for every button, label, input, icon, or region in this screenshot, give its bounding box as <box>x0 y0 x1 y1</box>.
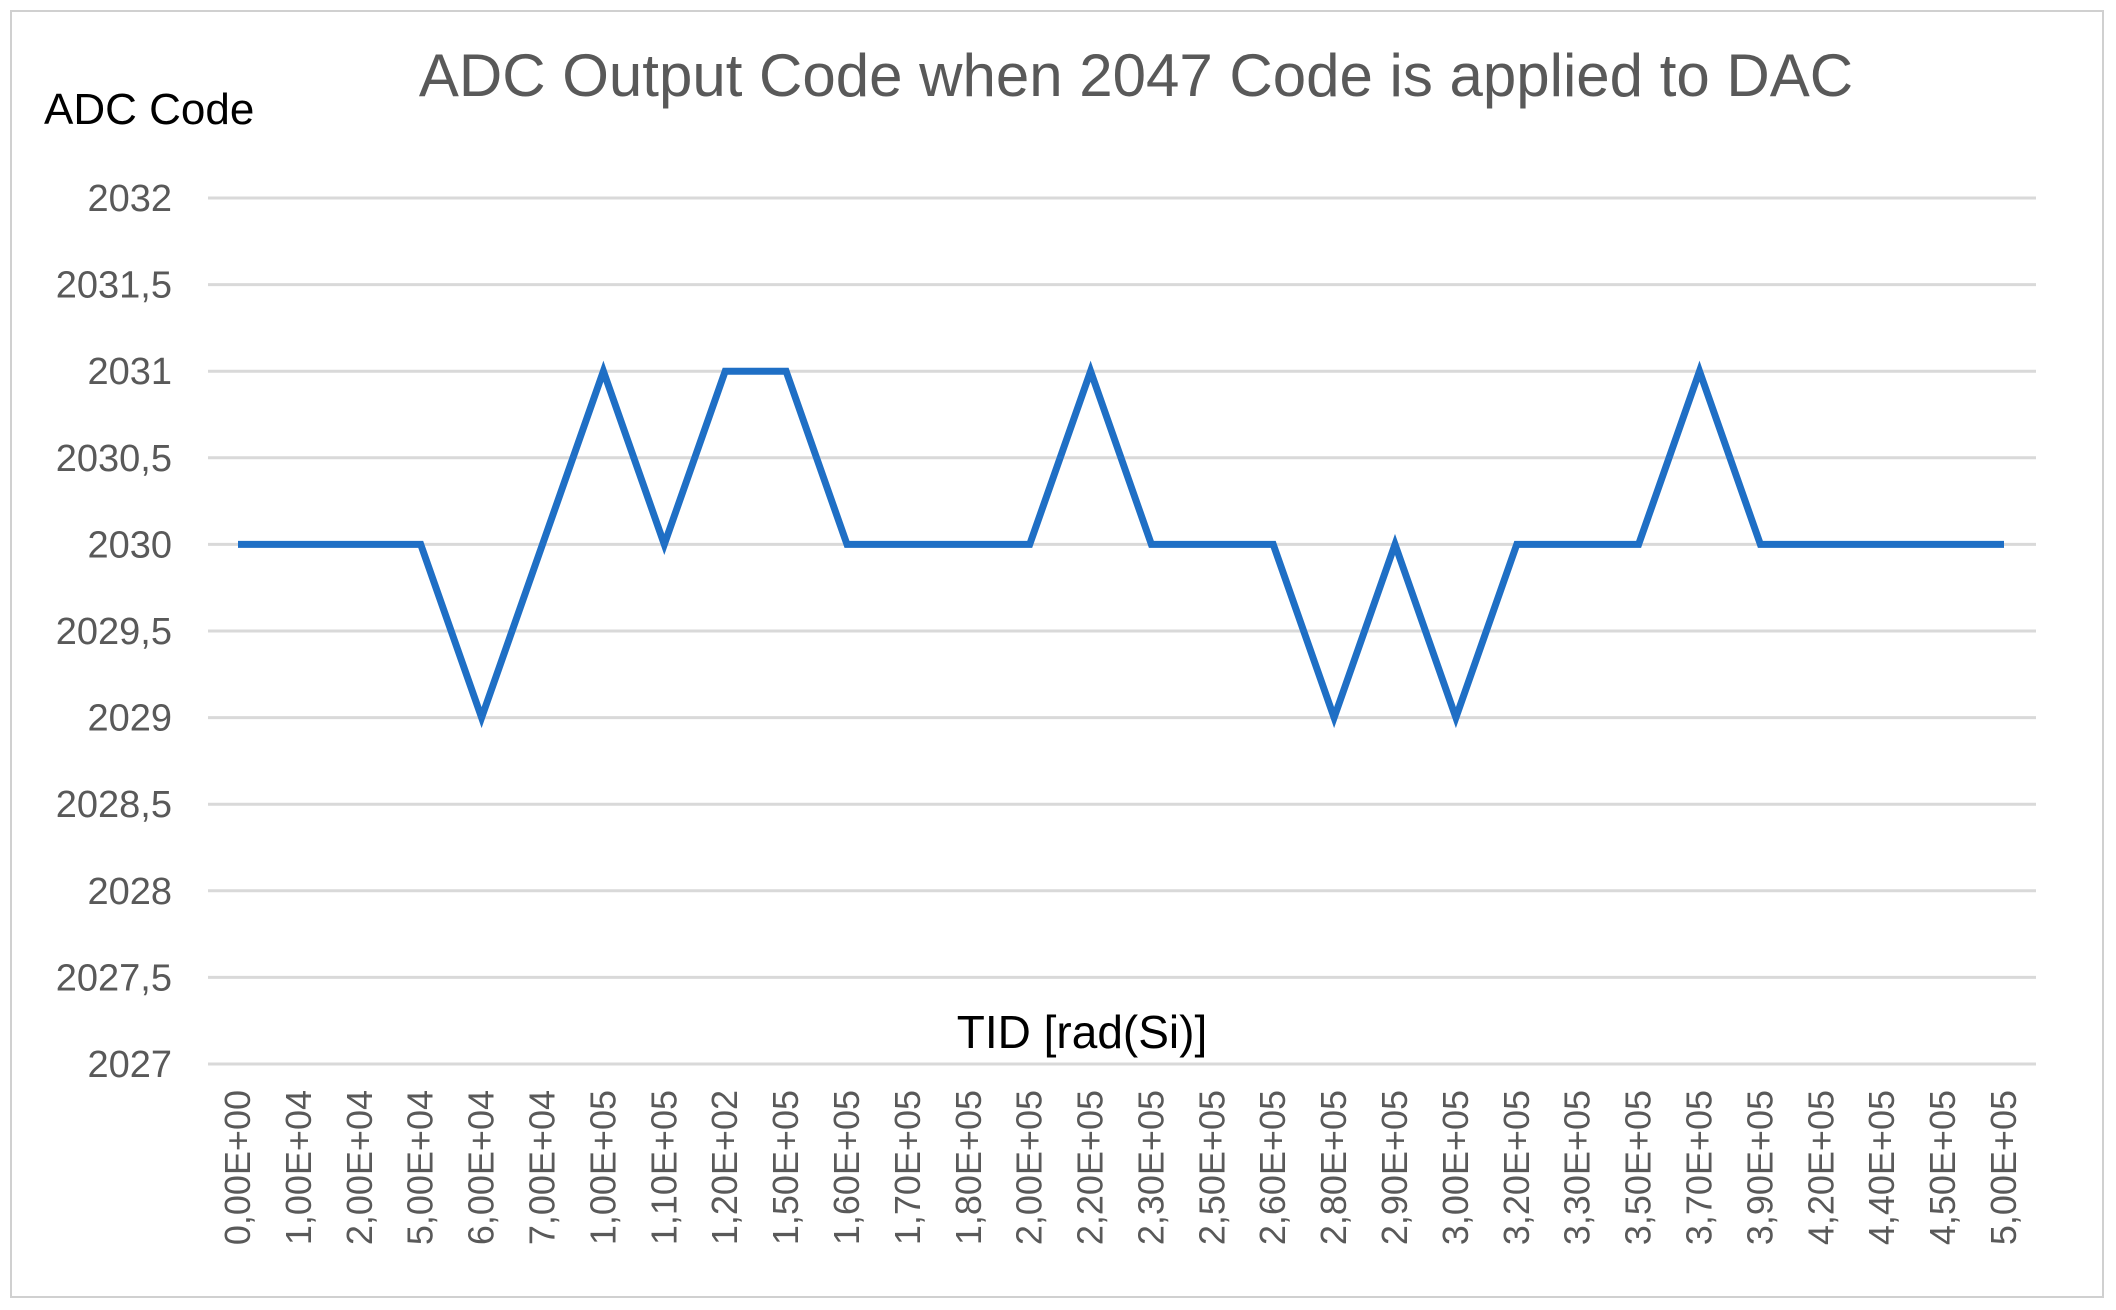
x-tick-label: 1,00E+04 <box>278 1090 319 1245</box>
x-tick-label: 3,90E+05 <box>1739 1090 1780 1245</box>
x-tick-label: 5,00E+05 <box>1983 1090 2024 1245</box>
line-chart: ADC Output Code when 2047 Code is applie… <box>44 42 2036 1245</box>
y-tick-label: 2031 <box>87 351 172 393</box>
x-tick-label: 3,50E+05 <box>1618 1090 1659 1245</box>
gridlines <box>208 196 2036 1066</box>
x-tick-label: 4,20E+05 <box>1800 1090 1841 1245</box>
x-tick-label: 3,20E+05 <box>1496 1090 1537 1245</box>
x-tick-label: 3,00E+05 <box>1435 1090 1476 1245</box>
y-axis-label: ADC Code <box>44 85 254 134</box>
x-tick-label: 2,30E+05 <box>1130 1090 1171 1245</box>
x-tick-label: 7,00E+04 <box>521 1090 562 1245</box>
x-tick-label: 4,50E+05 <box>1922 1090 1963 1245</box>
chart-frame: ADC Output Code when 2047 Code is applie… <box>10 10 2104 1298</box>
x-tick-label: 2,50E+05 <box>1191 1090 1232 1245</box>
x-tick-label: 2,00E+04 <box>339 1090 380 1245</box>
x-tick-label: 2,90E+05 <box>1374 1090 1415 1245</box>
x-tick-label: 6,00E+04 <box>461 1090 502 1245</box>
x-tick-label: 3,70E+05 <box>1679 1090 1720 1245</box>
x-tick-label: 1,10E+05 <box>643 1090 684 1245</box>
x-tick-label: 1,60E+05 <box>826 1090 867 1245</box>
x-tick-label: 5,00E+04 <box>400 1090 441 1245</box>
x-axis-label: TID [rad(Si)] <box>957 1006 1207 1058</box>
y-tick-label: 2027 <box>87 1044 172 1086</box>
x-tick-label: 3,30E+05 <box>1557 1090 1598 1245</box>
y-tick-label: 2030,5 <box>56 438 172 480</box>
y-tick-label: 2031,5 <box>56 265 172 307</box>
x-tick-label: 1,00E+05 <box>582 1090 623 1245</box>
y-tick-label: 2029,5 <box>56 611 172 653</box>
y-tick-label: 2032 <box>87 178 172 220</box>
y-tick-label: 2030 <box>87 524 172 566</box>
x-tick-label: 1,50E+05 <box>765 1090 806 1245</box>
y-tick-label: 2028,5 <box>56 784 172 826</box>
x-tick-label: 4,40E+05 <box>1861 1090 1902 1245</box>
y-tick-label: 2029 <box>87 698 172 740</box>
y-tick-label: 2027,5 <box>56 957 172 999</box>
series-line <box>238 360 2004 729</box>
x-tick-labels: 0,00E+00 1,00E+04 2,00E+04 5,00E+04 6,00E+04… <box>217 1090 2024 1245</box>
x-tick-label: 1,70E+05 <box>887 1090 928 1245</box>
chart-title: ADC Output Code when 2047 Code is applie… <box>419 42 1853 109</box>
series <box>238 360 2004 729</box>
x-tick-label: 2,20E+05 <box>1070 1090 1111 1245</box>
x-tick-label: 2,00E+05 <box>1009 1090 1050 1245</box>
x-tick-label: 2,60E+05 <box>1252 1090 1293 1245</box>
x-tick-label: 1,80E+05 <box>948 1090 989 1245</box>
y-tick-labels: 2027 2027,5 2028 2028,5 2029 2029,5 2030 2030,5… <box>56 178 172 1086</box>
y-tick-label: 2028 <box>87 871 172 913</box>
x-tick-label: 0,00E+00 <box>217 1090 258 1245</box>
x-tick-label: 2,80E+05 <box>1313 1090 1354 1245</box>
x-tick-label: 1,20E+02 <box>704 1090 745 1245</box>
